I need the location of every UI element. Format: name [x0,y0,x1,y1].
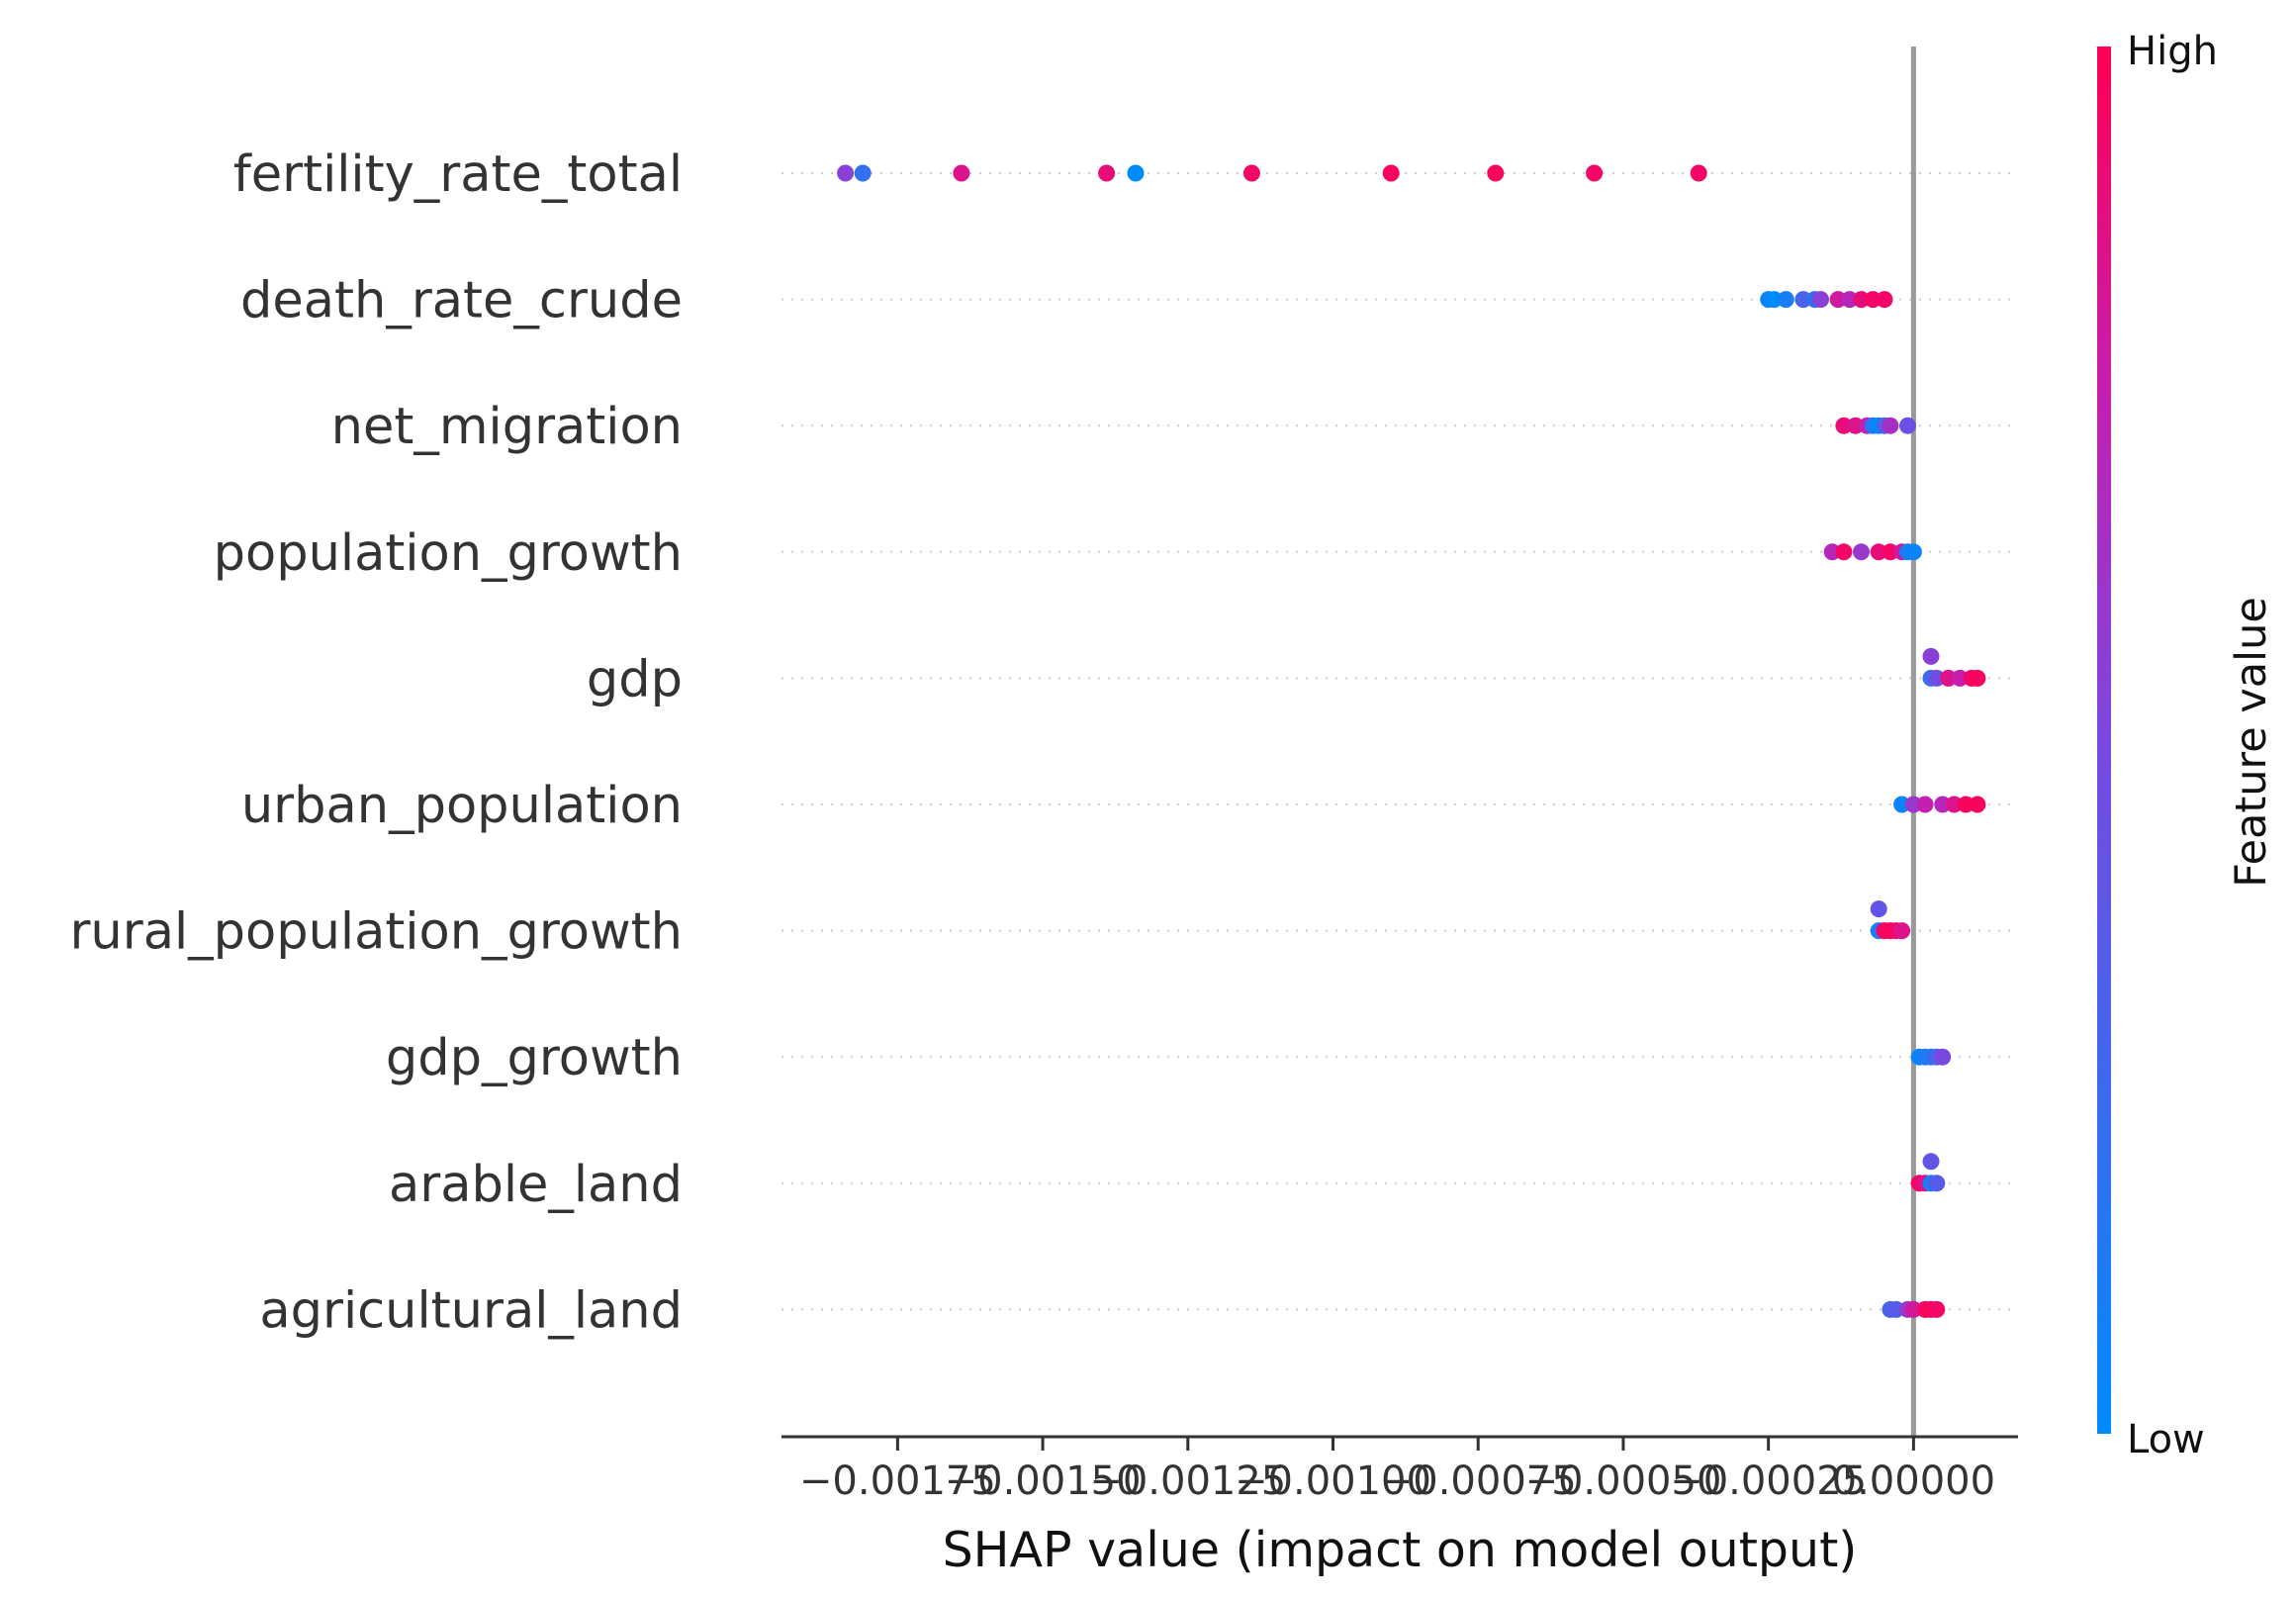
feature-label: fertility_rate_total [233,145,683,204]
shap-point [1922,647,1940,665]
shap-point [1242,164,1260,182]
feature-label: rural_population_growth [69,903,683,962]
shap-point [1864,291,1882,309]
shap-point [1887,1300,1905,1318]
colorbar [2097,47,2111,1434]
shap-point [837,164,855,182]
shap-point [1957,796,1975,813]
shap-point [1969,796,1986,813]
shap-point [1882,543,1899,561]
shap-points [837,164,1986,1318]
shap-point [1766,291,1783,309]
shap-point [1777,291,1794,309]
shap-point [1841,291,1859,309]
feature-label: gdp_growth [386,1029,683,1087]
colorbar-high-label: High [2127,29,2218,74]
shap-point [1382,164,1400,182]
x-tick-label: 0.00000 [1832,1459,1995,1504]
shap-point [1893,922,1911,940]
feature-label: gdp [587,650,683,708]
x-tick-label: −0.00150 [945,1459,1142,1504]
shap-point [1945,796,1963,813]
shap-point [854,164,872,182]
x-tick-label: −0.00175 [799,1459,996,1504]
shap-point [1487,164,1505,182]
shap-point [1853,543,1870,561]
shap-point [1904,796,1922,813]
colorbar-title: Feature value [2227,597,2276,888]
shap-point [1098,164,1116,182]
shap-point [1882,417,1899,434]
x-tick-label: −0.00125 [1089,1459,1286,1504]
shap-point [1922,1153,1940,1171]
shap-point [1928,1175,1946,1192]
shap-point [1586,164,1604,182]
shap-point [1899,417,1916,434]
shap-point [1934,1048,1952,1066]
shap-point [1823,543,1841,561]
shap-point [1812,291,1829,309]
shap-point [1893,796,1911,813]
feature-labels: fertility_rate_total death_rate_crude net_… [69,145,683,1340]
x-axis-title: SHAP value (impact on model output) [943,1522,1858,1578]
shap-point [1951,669,1969,687]
feature-label: arable_land [389,1156,683,1214]
shap-point [1853,291,1870,309]
shap-point [1127,164,1145,182]
feature-label: agricultural_land [259,1281,683,1340]
x-tick-label: −0.00050 [1524,1459,1721,1504]
x-tick-label: −0.00100 [1235,1459,1431,1504]
shap-point [1916,796,1934,813]
shap-point [1835,543,1853,561]
shap-point [1829,291,1847,309]
shap-point [1904,543,1922,561]
shap-point [1870,543,1887,561]
shap-point [1794,291,1812,309]
x-tick-label: −0.00025 [1670,1459,1867,1504]
shap-point [1690,164,1707,182]
feature-label: population_growth [214,524,683,583]
shap-point [1940,669,1958,687]
shap-point [1835,417,1853,434]
shap-point [953,164,970,182]
shap-point [1934,796,1952,813]
colorbar-low-label: Low [2127,1417,2205,1462]
shap-point [1847,417,1865,434]
row-grid-lines [781,172,2018,1311]
shap-point [1969,669,1986,687]
shap-point [1870,900,1887,918]
x-tick-label: −0.00075 [1380,1459,1577,1504]
shap-point [1876,291,1893,309]
shap-point [1904,1300,1922,1318]
feature-label: urban_population [241,777,683,835]
shap-point [1928,669,1946,687]
x-axis-ticks: −0.00175−0.00150−0.00125−0.00100−0.00075… [799,1437,1995,1504]
feature-label: net_migration [331,398,683,456]
shap-point [1928,1300,1946,1318]
feature-label: death_rate_crude [240,272,683,330]
